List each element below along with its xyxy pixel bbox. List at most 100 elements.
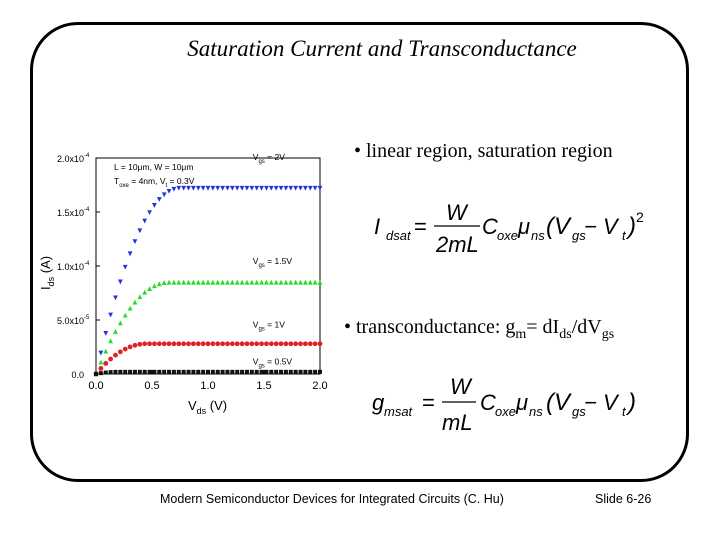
eq1-exp: 2	[636, 209, 644, 225]
data-point	[118, 369, 123, 374]
data-point	[147, 286, 152, 292]
data-point	[225, 369, 230, 374]
data-point	[307, 279, 313, 285]
data-point	[166, 279, 172, 285]
data-point	[156, 281, 162, 287]
data-point	[215, 369, 220, 374]
data-point	[122, 264, 128, 270]
data-point	[132, 299, 138, 305]
data-point	[113, 295, 118, 301]
data-point	[157, 369, 162, 374]
data-point	[249, 369, 254, 374]
data-point	[293, 369, 298, 374]
data-point	[264, 185, 269, 191]
data-point	[186, 279, 191, 285]
eq1-minus: − V	[584, 214, 620, 239]
x-tick-label: 0.5	[144, 380, 159, 392]
data-point	[302, 341, 308, 347]
data-point	[195, 185, 201, 191]
data-point	[318, 369, 322, 374]
data-point	[317, 279, 323, 285]
data-point	[196, 369, 201, 374]
data-point	[313, 369, 318, 374]
data-point	[113, 369, 118, 374]
eq2-mu-sub: ns	[529, 404, 543, 419]
data-point	[171, 186, 177, 192]
data-point	[302, 185, 308, 191]
data-point	[205, 279, 211, 285]
eq2-num: W	[450, 374, 473, 399]
y-tick-exponent: -4	[84, 261, 90, 267]
data-point	[259, 341, 264, 347]
data-point	[98, 371, 103, 376]
data-point	[181, 369, 186, 374]
eq2-lhs-sub: msat	[384, 404, 414, 419]
eq1-den: 2mL	[435, 232, 479, 257]
data-point	[229, 185, 235, 191]
data-point	[312, 185, 318, 191]
data-point	[166, 189, 172, 194]
data-point	[205, 341, 211, 347]
data-point	[108, 312, 114, 318]
data-point	[259, 185, 264, 191]
data-point	[308, 369, 313, 374]
data-point	[317, 185, 323, 191]
eq2-minus: − V	[584, 390, 620, 415]
data-point	[288, 341, 294, 347]
data-point	[210, 279, 216, 285]
data-point	[274, 369, 279, 374]
data-point	[137, 228, 143, 234]
data-point	[215, 341, 221, 347]
data-point	[259, 369, 264, 374]
data-point	[269, 369, 274, 374]
data-point	[103, 361, 109, 366]
data-point	[279, 369, 284, 374]
data-point	[142, 341, 148, 347]
series-label: Vgs = 1.5V	[253, 256, 293, 269]
data-point	[283, 279, 289, 285]
data-point	[113, 352, 118, 358]
data-point	[235, 369, 240, 374]
eq2-c: C	[480, 390, 496, 415]
y-tick-exponent: -4	[84, 207, 90, 213]
eq1-vgs-sub: gs	[572, 228, 586, 243]
data-point	[254, 279, 260, 285]
slide-frame	[30, 22, 689, 482]
data-point	[264, 279, 269, 285]
data-point	[176, 279, 182, 285]
bullet-mid2: /dV	[571, 316, 602, 338]
eq1-mu: μ	[517, 214, 530, 239]
series-label: Vgs = 0.5V	[253, 356, 293, 369]
data-point	[190, 185, 196, 191]
data-point	[215, 279, 221, 285]
data-point	[254, 185, 260, 191]
data-point	[239, 341, 245, 347]
eq2-close: )	[625, 389, 636, 416]
x-tick-label: 2.0	[312, 380, 327, 392]
data-point	[230, 369, 235, 374]
bullet-mid: = dI	[526, 316, 560, 338]
data-point	[152, 369, 157, 374]
data-point	[278, 185, 284, 191]
data-point	[117, 320, 123, 326]
data-point	[215, 185, 221, 191]
data-point	[278, 279, 284, 285]
data-point	[225, 341, 230, 347]
data-point	[268, 279, 274, 285]
data-point	[181, 185, 187, 191]
chart-labels: 0.0 0.5 1.0 1.5 2.00.05.0x10 -51.0x10 -41.5x10…	[38, 152, 328, 416]
y-tick-label: 2.0x10	[57, 154, 84, 164]
data-point	[283, 341, 289, 347]
data-point	[171, 279, 177, 285]
data-point	[249, 279, 255, 285]
data-point	[273, 185, 279, 191]
data-point	[98, 359, 104, 365]
data-point	[220, 279, 226, 285]
data-point	[205, 185, 211, 191]
data-point	[108, 370, 113, 375]
data-point	[240, 369, 245, 374]
data-point	[249, 185, 255, 191]
data-point	[108, 356, 114, 362]
data-point	[293, 341, 299, 347]
annotation-geometry: L = 10μm, W = 10μm	[114, 162, 193, 172]
